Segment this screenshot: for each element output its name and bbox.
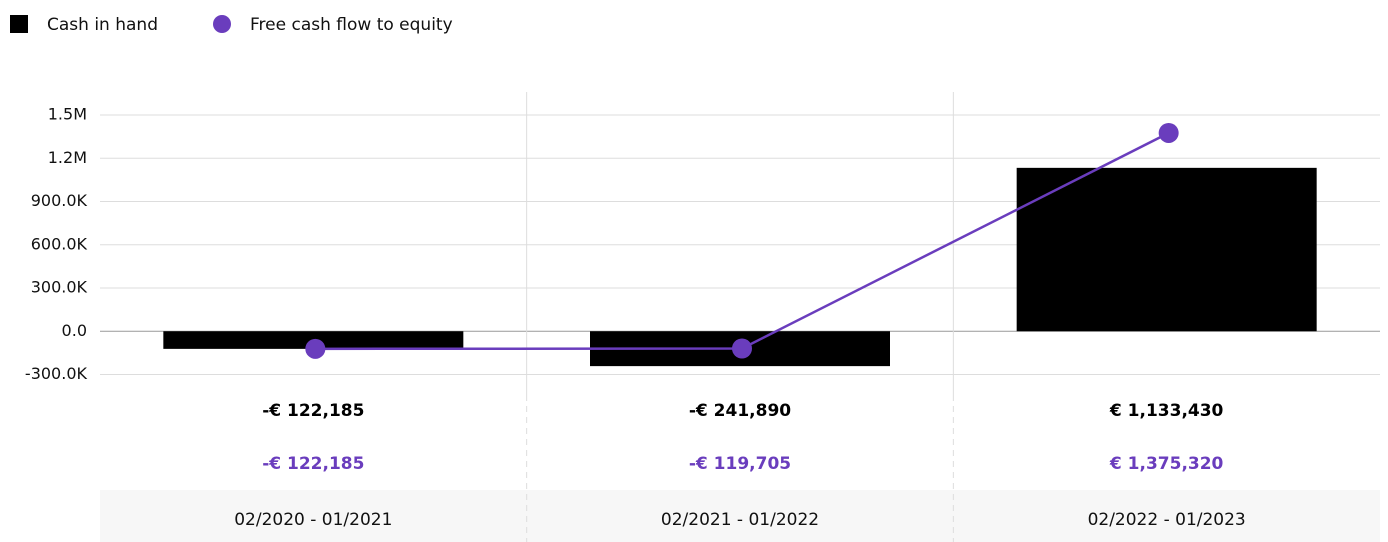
bar bbox=[1016, 167, 1317, 332]
legend-swatch bbox=[213, 15, 231, 33]
line-point bbox=[732, 338, 752, 359]
y-tick-label: 0.0 bbox=[62, 321, 87, 340]
value-label: -€ 122,185 bbox=[262, 401, 364, 421]
y-tick-label: 600.0K bbox=[31, 234, 88, 253]
value-label: € 1,133,430 bbox=[1109, 401, 1224, 421]
y-tick-label: -300.0K bbox=[25, 364, 88, 383]
y-tick-label: 1.2M bbox=[48, 148, 87, 167]
value-label: -€ 241,890 bbox=[689, 401, 791, 421]
line-point bbox=[1158, 122, 1179, 143]
x-tick-label: 02/2020 - 01/2021 bbox=[234, 510, 392, 530]
value-label: -€ 119,705 bbox=[689, 454, 791, 474]
legend-label: Cash in hand bbox=[47, 15, 158, 35]
legend-swatch bbox=[10, 15, 28, 33]
value-label: € 1,375,320 bbox=[1109, 454, 1224, 474]
y-tick-label: 900.0K bbox=[31, 191, 88, 210]
legend-label: Free cash flow to equity bbox=[250, 15, 453, 35]
x-tick-label: 02/2021 - 01/2022 bbox=[661, 510, 819, 530]
category-band bbox=[100, 490, 1380, 542]
y-tick-label: 1.5M bbox=[48, 105, 87, 124]
y-tick-label: 300.0K bbox=[31, 278, 88, 297]
line-point bbox=[305, 338, 326, 359]
x-tick-label: 02/2022 - 01/2023 bbox=[1088, 510, 1246, 530]
value-label: -€ 122,185 bbox=[262, 454, 364, 474]
